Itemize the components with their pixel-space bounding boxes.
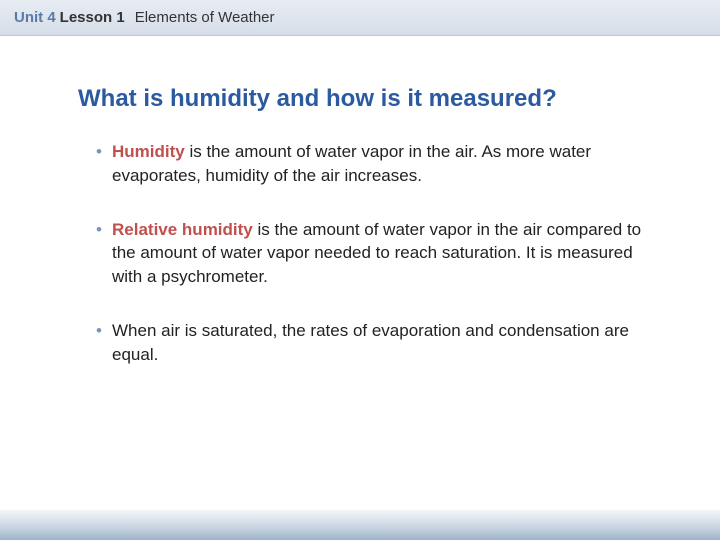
bullet-list: Humidity is the amount of water vapor in… <box>78 140 650 367</box>
body-text: When air is saturated, the rates of evap… <box>112 321 629 364</box>
list-item: When air is saturated, the rates of evap… <box>96 319 650 367</box>
body-text: is the amount of water vapor in the air.… <box>112 142 591 185</box>
term-text: Humidity <box>112 142 185 161</box>
term-text: Relative humidity <box>112 220 253 239</box>
header-unit: Unit 4 <box>14 9 56 26</box>
list-item: Relative humidity is the amount of water… <box>96 218 650 289</box>
header-lesson: Lesson 1 <box>60 9 125 26</box>
list-item: Humidity is the amount of water vapor in… <box>96 140 650 188</box>
slide-content: What is humidity and how is it measured?… <box>0 36 720 367</box>
slide-title: What is humidity and how is it measured? <box>78 84 650 114</box>
header-bar: Unit 4 Lesson 1 Elements of Weather <box>0 0 720 36</box>
footer-bar <box>0 510 720 540</box>
header-topic: Elements of Weather <box>135 9 275 26</box>
